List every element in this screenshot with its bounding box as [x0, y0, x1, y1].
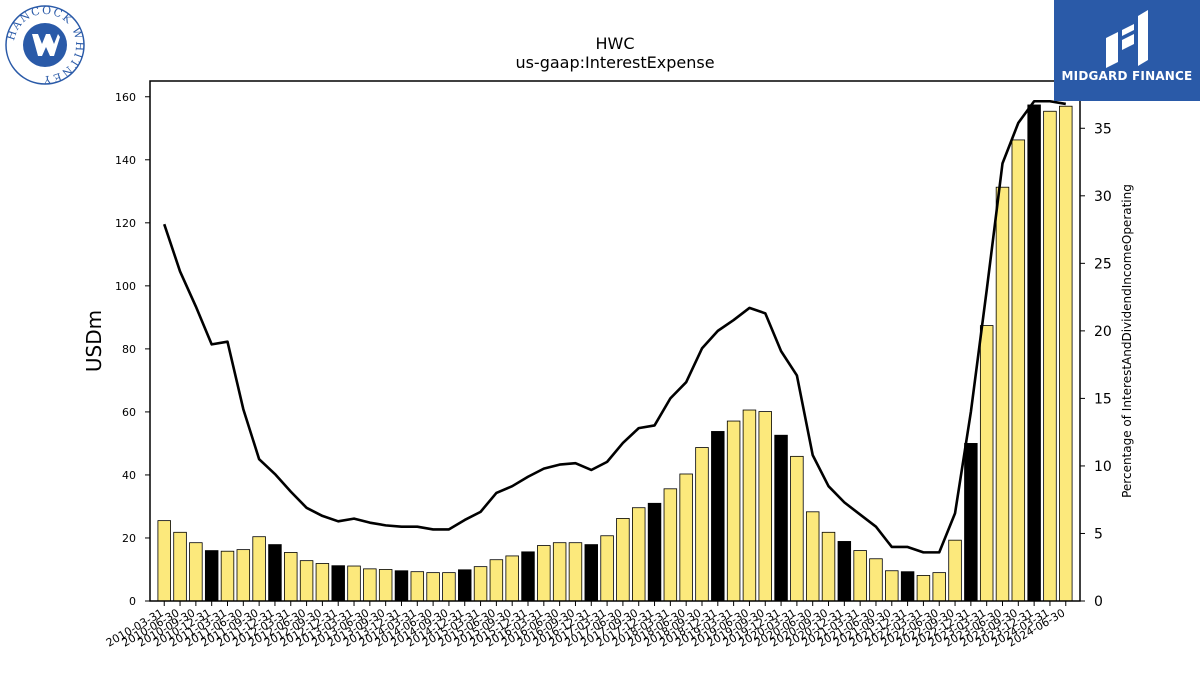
bar-2019-09-30 — [758, 411, 772, 602]
bar-2020-12-31 — [837, 541, 852, 602]
bar-2012-09-30 — [315, 563, 330, 602]
bar-2013-06-30 — [363, 568, 377, 602]
bar-2013-09-30 — [378, 569, 393, 602]
bar-2023-06-30 — [995, 186, 1010, 602]
percentage-line — [162, 99, 1066, 554]
y-tick-label: 60 — [122, 406, 136, 419]
bar-2014-12-31 — [458, 569, 472, 602]
bar-2011-12-31 — [268, 544, 282, 602]
bar-2022-12-31 — [964, 443, 978, 602]
y2-axis-label: Percentage of InterestAndDividendIncomeO… — [1120, 184, 1134, 498]
bar-2020-06-30 — [805, 511, 820, 602]
bar-2010-12-31 — [204, 550, 219, 602]
y2-tick-label: 25 — [1094, 256, 1112, 272]
bar-2012-12-31 — [331, 565, 345, 602]
chart-title: HWC — [595, 34, 634, 53]
y-tick-label: 80 — [122, 343, 136, 356]
bar-2014-09-30 — [442, 572, 456, 602]
bar-2011-06-30 — [236, 549, 251, 602]
bar-2010-03-31 — [157, 520, 171, 602]
bar-2013-03-31 — [347, 565, 361, 602]
bar-2023-12-31 — [1027, 104, 1041, 602]
y-tick-label: 20 — [122, 532, 136, 545]
bar-2015-03-31 — [473, 566, 488, 602]
bar-2017-09-30 — [632, 507, 646, 602]
bar-2023-03-31 — [979, 325, 994, 602]
bar-2021-06-30 — [869, 558, 883, 602]
bar-2020-09-30 — [821, 531, 836, 602]
bar-2024-03-31 — [1043, 110, 1057, 602]
y-tick-label: 100 — [115, 280, 136, 293]
bar-2010-09-30 — [189, 542, 203, 602]
bar-2012-06-30 — [299, 560, 314, 602]
bar-2011-03-31 — [220, 550, 235, 602]
bar-2020-03-31 — [790, 455, 804, 602]
bar-2018-09-30 — [695, 447, 709, 602]
bar-2018-06-30 — [679, 473, 693, 602]
bar-2018-03-31 — [663, 488, 678, 602]
logo-right-text: MIDGARD FINANCE — [1061, 69, 1193, 83]
bar-2017-06-30 — [616, 518, 630, 602]
y-axis-left: 0 20 40 60 80 100 120 140 160 — [115, 91, 150, 608]
y2-tick-label: 20 — [1094, 324, 1112, 340]
bar-2019-06-30 — [742, 409, 757, 602]
bar-2022-06-30 — [932, 572, 946, 602]
bar-2021-03-31 — [853, 550, 867, 602]
bar-2018-12-31 — [711, 431, 725, 602]
bar-2015-12-31 — [521, 551, 535, 602]
bar-2014-06-30 — [426, 572, 440, 602]
bar-2023-09-30 — [1011, 139, 1026, 602]
y2-tick-label: 10 — [1094, 459, 1112, 475]
bar-2017-03-31 — [600, 535, 614, 602]
y2-tick-label: 0 — [1094, 594, 1103, 610]
y2-tick-label: 30 — [1094, 189, 1112, 205]
bar-2019-03-31 — [726, 420, 741, 602]
bar-2014-03-31 — [410, 571, 425, 602]
midgard-finance-logo: MIDGARD FINANCE — [1054, 0, 1200, 101]
y2-tick-label: 15 — [1094, 391, 1112, 407]
y-tick-label: 140 — [115, 154, 136, 167]
hancock-whitney-logo: HANCOCK WHITNEY — [4, 4, 86, 86]
bar-2016-03-31 — [537, 545, 551, 602]
bar-2015-09-30 — [505, 555, 519, 602]
bar-2011-09-30 — [252, 536, 266, 602]
bar-2016-06-30 — [552, 542, 567, 602]
y-tick-label: 40 — [122, 469, 136, 482]
y2-tick-label: 35 — [1094, 121, 1112, 137]
x-axis: 2010-03-312010-06-302010-09-302010-12-31… — [104, 601, 1067, 650]
y-axis-label: USDm — [82, 310, 106, 372]
plot-frame — [149, 80, 1081, 602]
y2-tick-label: 5 — [1094, 526, 1103, 542]
bar-2016-12-31 — [584, 544, 599, 602]
bar-2016-09-30 — [568, 542, 583, 602]
bar-2010-06-30 — [173, 531, 187, 602]
bar-2019-12-31 — [774, 434, 788, 602]
bar-2013-12-31 — [394, 570, 409, 602]
y-tick-label: 0 — [129, 595, 136, 608]
chart-subtitle: us-gaap:InterestExpense — [515, 53, 714, 72]
y-tick-label: 160 — [115, 91, 136, 104]
y-tick-label: 120 — [115, 217, 136, 230]
bar-2022-03-31 — [916, 575, 931, 602]
bar-2022-09-30 — [948, 539, 962, 602]
bar-2015-06-30 — [489, 559, 504, 602]
bar-2017-12-31 — [647, 502, 662, 602]
bar-2021-12-31 — [900, 571, 915, 602]
bar-series — [157, 104, 1073, 602]
bar-2024-06-30 — [1059, 105, 1073, 602]
y-axis-right: 0 5 10 15 20 25 30 35 — [1080, 121, 1112, 610]
bar-2012-03-31 — [284, 552, 298, 602]
line-series — [162, 99, 1066, 554]
bar-2021-09-30 — [885, 570, 899, 602]
